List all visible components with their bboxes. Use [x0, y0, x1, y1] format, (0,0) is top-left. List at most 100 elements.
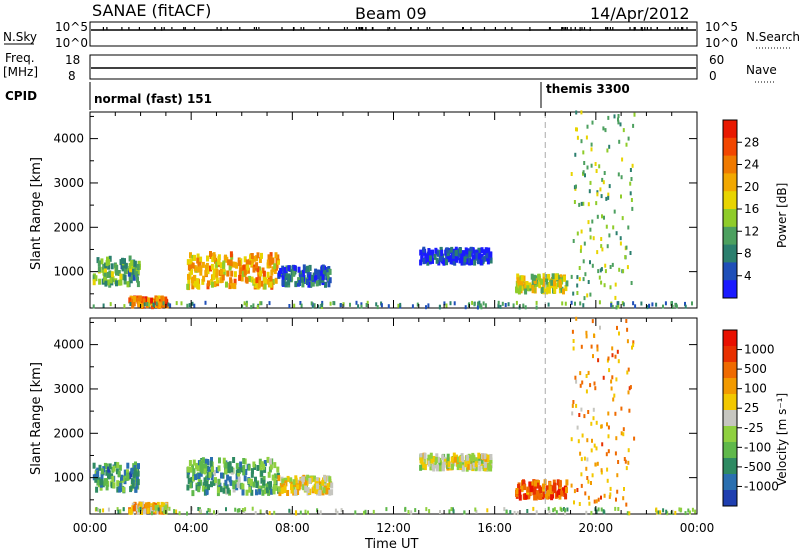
data-cell	[301, 476, 305, 483]
data-cell	[139, 506, 142, 511]
data-cell	[268, 259, 272, 266]
data-cell	[475, 457, 479, 464]
data-cell	[319, 270, 323, 277]
data-cell	[580, 472, 583, 477]
data-cell	[580, 201, 583, 206]
data-cell	[627, 448, 630, 453]
data-cell	[262, 463, 266, 470]
data-cell	[651, 302, 654, 307]
data-cell	[307, 510, 309, 515]
data-cell	[92, 304, 95, 309]
nsky-spike	[220, 27, 222, 31]
data-cell	[689, 510, 691, 515]
data-cell	[570, 274, 573, 279]
data-cell	[551, 485, 555, 492]
data-cell	[164, 296, 168, 303]
data-cell	[165, 510, 168, 515]
data-cell	[617, 507, 620, 511]
data-cell	[131, 268, 135, 275]
data-cell	[273, 473, 277, 480]
data-cell	[219, 486, 223, 493]
data-cell	[517, 484, 521, 490]
data-cell	[542, 285, 546, 292]
data-cell	[588, 189, 591, 194]
data-cell	[600, 507, 603, 512]
data-cell	[299, 510, 302, 515]
data-cell	[583, 414, 586, 419]
nsky-spike	[682, 27, 684, 30]
data-cell	[96, 479, 100, 486]
cpid-label: CPID	[5, 89, 37, 103]
data-cell	[445, 247, 449, 254]
data-cell	[326, 483, 330, 490]
data-cell	[217, 465, 221, 472]
data-cell	[258, 488, 262, 495]
data-cell	[626, 265, 629, 270]
data-cell	[95, 486, 99, 493]
data-cell	[603, 215, 605, 220]
data-cell	[600, 237, 603, 241]
nsky-spike	[292, 27, 295, 31]
data-cell	[627, 367, 630, 372]
data-cell	[487, 251, 491, 258]
data-cell	[517, 288, 521, 295]
data-cell	[263, 283, 267, 290]
data-cell	[261, 267, 265, 274]
data-cell	[265, 487, 269, 494]
data-cell	[269, 488, 273, 495]
data-cell	[151, 511, 153, 516]
data-cell	[622, 427, 625, 432]
data-cell	[108, 255, 112, 262]
data-cell	[531, 279, 535, 286]
data-cell	[191, 301, 194, 306]
data-cell	[463, 256, 467, 263]
data-cell	[152, 303, 155, 308]
data-cell	[178, 511, 181, 516]
data-cell	[126, 462, 130, 469]
nsky-spike	[605, 27, 607, 31]
data-cell	[434, 247, 438, 254]
data-cell	[132, 274, 136, 281]
data-cell	[579, 301, 582, 306]
data-cell	[206, 510, 209, 515]
data-cell	[535, 510, 538, 515]
data-cell	[324, 281, 327, 288]
data-cell	[243, 256, 247, 263]
data-cell	[105, 469, 109, 476]
data-cell	[436, 456, 440, 463]
data-cell	[419, 249, 423, 256]
data-cell	[286, 490, 290, 496]
nsky-spike	[633, 27, 635, 31]
data-cell	[592, 416, 595, 421]
data-cell	[116, 486, 120, 493]
data-cell	[520, 284, 524, 291]
data-cell	[634, 304, 637, 309]
data-cell	[566, 507, 569, 512]
colorbar-segment	[723, 474, 737, 491]
data-cell	[140, 296, 144, 303]
data-cell	[193, 281, 197, 288]
data-cell	[587, 370, 590, 375]
data-cell	[572, 239, 575, 243]
data-cell	[629, 251, 632, 255]
data-cell	[141, 300, 144, 307]
data-cell	[622, 432, 625, 437]
data-cell	[204, 270, 208, 277]
data-cell	[197, 486, 201, 493]
data-cell	[232, 480, 236, 487]
data-cell	[360, 302, 363, 307]
colorbar-segment	[723, 173, 737, 192]
power-data-layer	[92, 110, 693, 310]
data-cell	[575, 184, 577, 189]
data-cell	[304, 485, 308, 492]
data-cell	[200, 466, 203, 473]
data-cell	[570, 300, 573, 305]
colorbar-segment	[723, 244, 737, 263]
data-cell	[474, 465, 478, 472]
data-cell	[474, 507, 477, 512]
data-cell	[107, 469, 110, 476]
data-cell	[411, 304, 414, 309]
data-cell	[134, 461, 137, 468]
data-cell	[574, 375, 577, 380]
